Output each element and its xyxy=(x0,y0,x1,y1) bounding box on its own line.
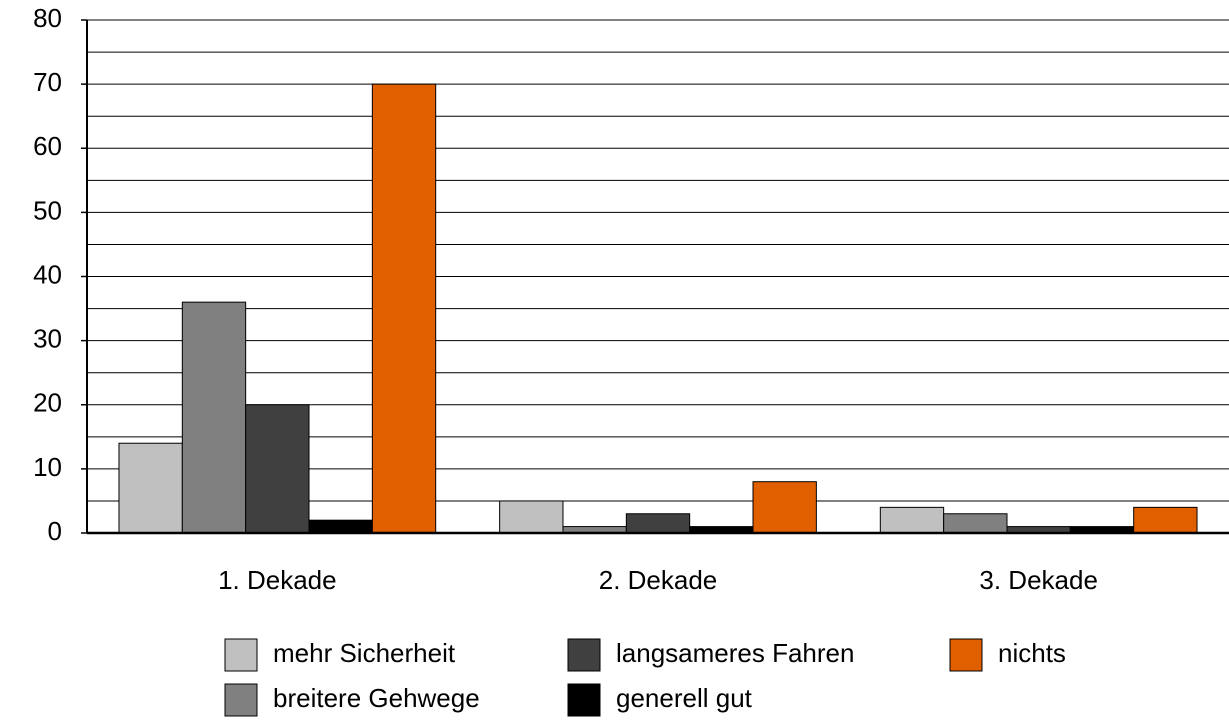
x-tick-label: 3. Dekade xyxy=(979,565,1098,595)
x-tick-label: 2. Dekade xyxy=(599,565,718,595)
bar xyxy=(752,481,817,534)
bar xyxy=(879,506,945,534)
legend-label: mehr Sicherheit xyxy=(273,638,456,668)
bar xyxy=(371,83,437,534)
y-tick-label: 80 xyxy=(33,3,62,33)
y-tick-label: 40 xyxy=(33,259,62,289)
y-tick-label: 0 xyxy=(48,516,62,546)
legend-label: generell gut xyxy=(616,683,753,713)
legend-swatch xyxy=(224,638,258,672)
y-tick-label: 10 xyxy=(33,452,62,482)
y-tick-label: 30 xyxy=(33,324,62,354)
bar xyxy=(943,513,1008,534)
legend-swatch xyxy=(567,638,601,672)
legend-label: breitere Gehwege xyxy=(273,683,480,713)
y-tick-label: 70 xyxy=(33,67,62,97)
legend-swatch xyxy=(567,683,601,717)
y-tick-label: 60 xyxy=(33,131,62,161)
bar xyxy=(181,301,247,534)
legend-label: nichts xyxy=(998,638,1066,668)
bar xyxy=(625,513,691,534)
bar xyxy=(245,404,310,534)
legend-label: langsameres Fahren xyxy=(616,638,854,668)
y-tick-label: 50 xyxy=(33,195,62,225)
legend-swatch xyxy=(224,683,258,717)
y-tick-label: 20 xyxy=(33,388,62,418)
bar xyxy=(308,519,373,534)
bar xyxy=(118,442,183,534)
bar xyxy=(499,500,564,534)
bar xyxy=(1133,506,1198,534)
legend-swatch xyxy=(949,638,983,672)
x-tick-label: 1. Dekade xyxy=(218,565,337,595)
